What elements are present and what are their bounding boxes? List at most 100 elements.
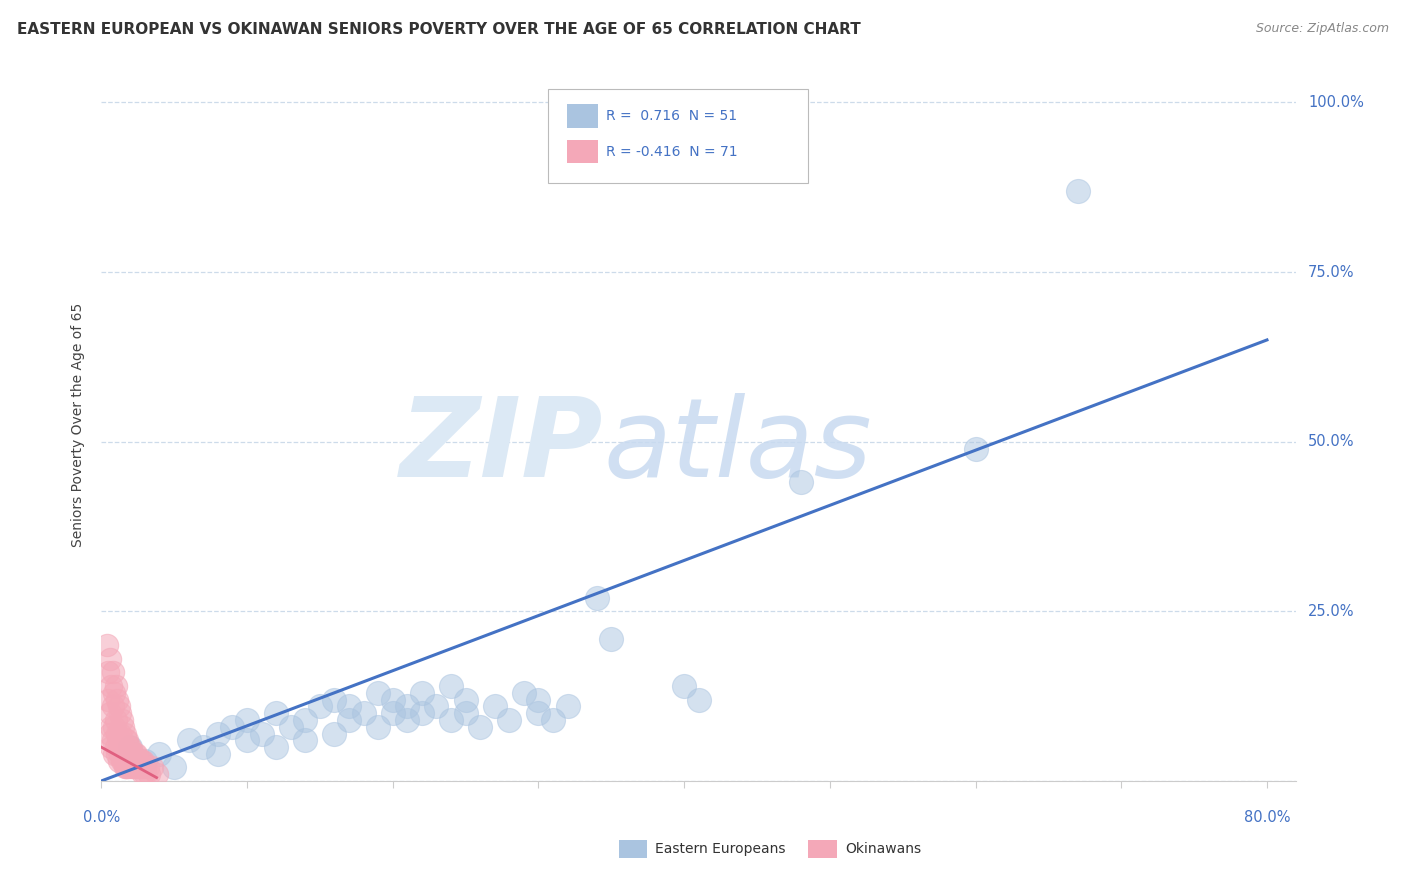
- Point: [138, 767, 160, 781]
- Point: [337, 713, 360, 727]
- Point: [100, 740, 122, 755]
- Point: [103, 747, 125, 761]
- Point: [323, 726, 346, 740]
- Point: [136, 760, 159, 774]
- Point: [264, 706, 287, 720]
- Point: [124, 760, 146, 774]
- Point: [97, 692, 120, 706]
- Point: [115, 760, 138, 774]
- Point: [527, 706, 550, 720]
- Point: [101, 665, 124, 680]
- Point: [105, 726, 128, 740]
- Point: [101, 733, 124, 747]
- Text: ZIP: ZIP: [399, 392, 603, 500]
- Point: [114, 747, 136, 761]
- Point: [411, 686, 433, 700]
- Point: [120, 740, 142, 755]
- Point: [104, 713, 127, 727]
- Point: [323, 692, 346, 706]
- Text: R = -0.416  N = 71: R = -0.416 N = 71: [606, 145, 738, 159]
- Point: [411, 706, 433, 720]
- Point: [112, 720, 135, 734]
- Point: [114, 760, 136, 774]
- Point: [440, 679, 463, 693]
- Point: [789, 475, 811, 490]
- Point: [1066, 184, 1088, 198]
- Point: [121, 747, 143, 761]
- Point: [141, 760, 163, 774]
- Point: [122, 747, 145, 761]
- Point: [381, 692, 404, 706]
- Point: [112, 754, 135, 768]
- Point: [221, 720, 243, 734]
- Point: [585, 591, 607, 605]
- Point: [110, 713, 132, 727]
- Point: [468, 720, 491, 734]
- Point: [688, 692, 710, 706]
- Point: [541, 713, 564, 727]
- Point: [396, 699, 419, 714]
- Point: [965, 442, 987, 456]
- Point: [105, 692, 128, 706]
- Text: 80.0%: 80.0%: [1244, 810, 1291, 824]
- Point: [396, 713, 419, 727]
- Point: [97, 665, 120, 680]
- Point: [112, 740, 135, 755]
- Point: [337, 699, 360, 714]
- Point: [673, 679, 696, 693]
- Point: [104, 740, 127, 755]
- Point: [105, 747, 128, 761]
- Y-axis label: Seniors Poverty Over the Age of 65: Seniors Poverty Over the Age of 65: [72, 302, 86, 547]
- Point: [117, 754, 139, 768]
- Point: [118, 740, 141, 755]
- Point: [250, 726, 273, 740]
- Point: [103, 720, 125, 734]
- Point: [131, 754, 153, 768]
- Point: [527, 692, 550, 706]
- Point: [118, 760, 141, 774]
- Text: 0.0%: 0.0%: [83, 810, 120, 824]
- Point: [100, 720, 122, 734]
- Point: [107, 733, 129, 747]
- Point: [132, 767, 155, 781]
- Text: Okinawans: Okinawans: [845, 842, 921, 856]
- Point: [440, 713, 463, 727]
- Point: [131, 760, 153, 774]
- Point: [114, 726, 136, 740]
- Point: [128, 754, 150, 768]
- Point: [454, 706, 477, 720]
- Point: [367, 686, 389, 700]
- Point: [107, 699, 129, 714]
- Point: [120, 754, 142, 768]
- Point: [600, 632, 623, 646]
- Point: [107, 754, 129, 768]
- Point: [236, 713, 259, 727]
- Point: [98, 652, 121, 666]
- Point: [98, 726, 121, 740]
- Point: [127, 754, 149, 768]
- Point: [110, 740, 132, 755]
- Point: [134, 760, 156, 774]
- Point: [100, 679, 122, 693]
- Point: [148, 747, 170, 761]
- Point: [118, 754, 141, 768]
- Text: EASTERN EUROPEAN VS OKINAWAN SENIORS POVERTY OVER THE AGE OF 65 CORRELATION CHAR: EASTERN EUROPEAN VS OKINAWAN SENIORS POV…: [17, 22, 860, 37]
- Point: [193, 740, 215, 755]
- Point: [557, 699, 579, 714]
- Point: [127, 760, 149, 774]
- Point: [117, 733, 139, 747]
- Point: [120, 740, 142, 755]
- Text: 75.0%: 75.0%: [1308, 265, 1354, 279]
- Point: [125, 747, 148, 761]
- Point: [236, 733, 259, 747]
- Text: 25.0%: 25.0%: [1308, 604, 1354, 619]
- Point: [108, 706, 131, 720]
- Point: [104, 679, 127, 693]
- Point: [163, 760, 186, 774]
- Point: [103, 686, 125, 700]
- Point: [134, 754, 156, 768]
- Point: [280, 720, 302, 734]
- Point: [121, 760, 143, 774]
- Point: [96, 638, 118, 652]
- Point: [294, 733, 316, 747]
